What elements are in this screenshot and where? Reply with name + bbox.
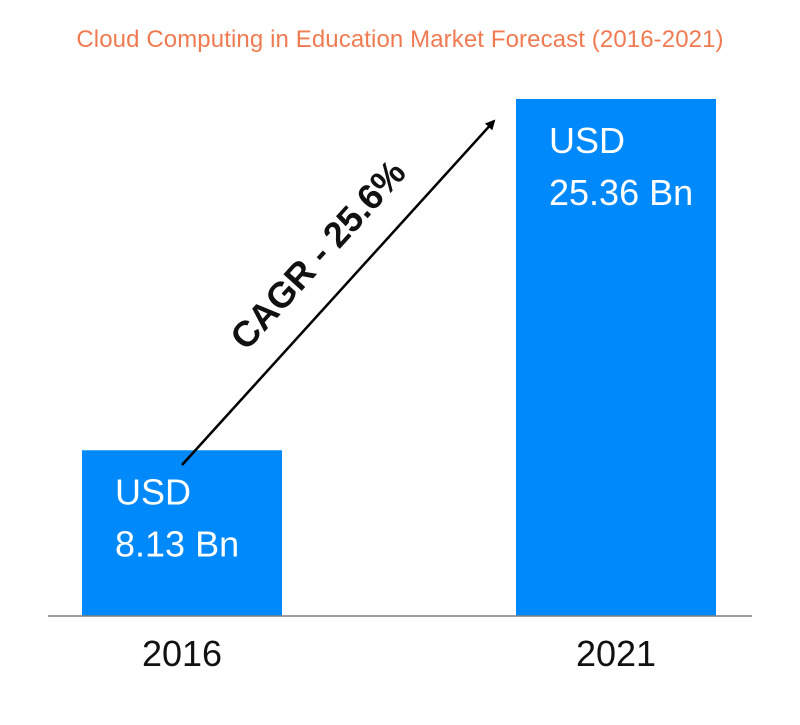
cagr-arrow <box>181 119 496 466</box>
cagr-annotation-label: CAGR - 25.6% <box>222 152 414 357</box>
bar-data-label: 8.13 Bn <box>115 523 239 564</box>
x-tick-label: 2016 <box>142 633 222 674</box>
bar-data-label: 25.36 Bn <box>549 172 693 213</box>
chart-title: Cloud Computing in Education Market Fore… <box>76 26 724 53</box>
bar-data-label: USD <box>549 120 625 161</box>
bar-2016 <box>82 450 282 616</box>
bar-data-label: USD <box>115 471 191 512</box>
bar-2021 <box>516 99 716 616</box>
x-tick-label: 2021 <box>576 633 656 674</box>
